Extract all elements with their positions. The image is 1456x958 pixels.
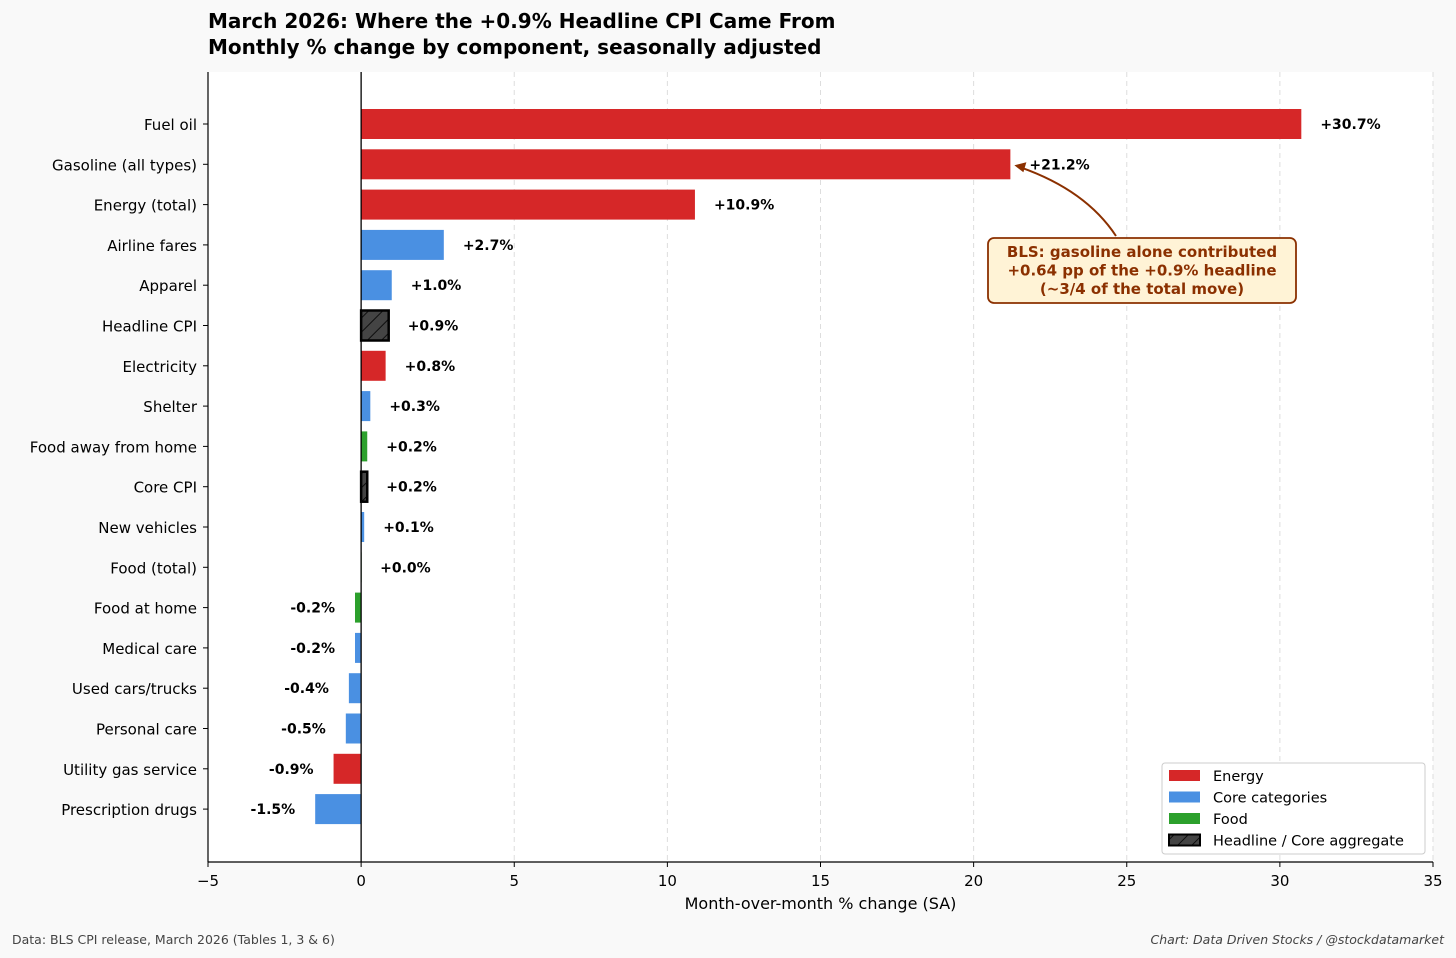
footer-source: Data: BLS CPI release, March 2026 (Table…	[12, 932, 335, 947]
category-label: Used cars/trucks	[72, 680, 197, 698]
bar	[333, 753, 362, 784]
category-label: Core CPI	[134, 479, 197, 497]
annotation-text: BLS: gasoline alone contributed	[1007, 243, 1277, 261]
annotation: BLS: gasoline alone contributed+0.64 pp …	[987, 162, 1297, 304]
category-label: Food away from home	[30, 438, 197, 456]
category-label: Headline CPI	[102, 318, 197, 336]
bar	[348, 673, 362, 704]
category-label: Food at home	[94, 600, 197, 618]
bar	[361, 391, 371, 422]
category-label: Prescription drugs	[61, 801, 197, 819]
value-label: -1.5%	[251, 802, 296, 818]
bar	[361, 149, 1011, 180]
bar	[361, 270, 392, 301]
value-label: +0.0%	[380, 560, 431, 576]
bar	[345, 713, 362, 744]
bars	[315, 109, 1302, 825]
bar	[361, 512, 365, 542]
bar	[315, 794, 362, 825]
annotation-arrowhead	[1014, 162, 1027, 173]
category-label: Apparel	[139, 277, 197, 295]
value-label: -0.5%	[281, 722, 326, 738]
value-label: -0.9%	[269, 762, 314, 778]
legend-label: Energy	[1213, 769, 1264, 785]
value-label: +21.2%	[1029, 157, 1089, 173]
legend-label: Food	[1213, 812, 1248, 828]
grid-lines	[513, 72, 1434, 862]
category-label: Personal care	[96, 721, 197, 739]
x-tick-label: 20	[964, 872, 983, 890]
bar	[355, 592, 362, 623]
x-axis-label: Month-over-month % change (SA)	[685, 894, 957, 913]
value-label: +0.2%	[386, 439, 437, 455]
bar	[361, 229, 444, 260]
legend: Energy Core categories Food Headline / Core…	[1161, 762, 1426, 855]
legend-swatch	[1169, 770, 1200, 781]
x-tick-label: 35	[1423, 872, 1442, 890]
legend-label: Core categories	[1213, 791, 1327, 807]
chart-title: March 2026: Where the +0.9% Headline CPI…	[208, 9, 836, 33]
value-label: +2.7%	[463, 238, 514, 254]
category-label: Shelter	[143, 398, 198, 416]
legend-label: Headline / Core aggregate	[1213, 834, 1404, 850]
value-label: +0.8%	[405, 359, 456, 375]
value-labels: +30.7% +21.2% +10.9% +2.7% +1.0% +0.9% +0.8% +0…	[251, 117, 1381, 818]
value-label: -0.2%	[290, 641, 335, 657]
x-tick-label: 0	[356, 872, 366, 890]
value-label: +1.0%	[411, 278, 462, 294]
category-label: Medical care	[102, 640, 197, 658]
category-label: Food (total)	[110, 559, 197, 577]
legend-swatch-hatch	[1169, 834, 1200, 846]
category-label: Utility gas service	[63, 761, 197, 779]
annotation-text: (~3/4 of the total move)	[1040, 280, 1244, 298]
category-label: Fuel oil	[144, 116, 197, 134]
footer-credit: Chart: Data Driven Stocks / @stockdatama…	[1150, 932, 1444, 947]
x-tick-label: 15	[811, 872, 830, 890]
x-tick-label: 10	[658, 872, 677, 890]
x-tick-label: 30	[1270, 872, 1289, 890]
value-label: -0.2%	[290, 601, 335, 617]
legend-swatch	[1169, 791, 1200, 803]
category-label: Airline fares	[107, 237, 197, 255]
bar	[361, 431, 368, 462]
bar	[361, 109, 1302, 139]
legend-swatch	[1169, 813, 1200, 824]
bar-hatch	[361, 310, 389, 341]
annotation-box	[987, 237, 1297, 304]
x-tick-label: −5	[197, 872, 219, 890]
value-label: +0.2%	[386, 480, 437, 496]
legend-swatch-outline	[1168, 833, 1201, 847]
value-label: +0.1%	[383, 520, 434, 536]
annotation-text: +0.64 pp of the +0.9% headline	[1007, 262, 1276, 280]
value-label: +30.7%	[1320, 117, 1380, 133]
category-label: Energy (total)	[94, 197, 197, 215]
bar-hatch	[361, 471, 368, 502]
bar	[361, 350, 386, 381]
value-label: +0.3%	[389, 399, 440, 415]
value-label: -0.4%	[284, 681, 329, 697]
x-tick-label: 5	[509, 872, 519, 890]
annotation-arrow	[1020, 166, 1117, 237]
bar	[355, 632, 362, 663]
axes: Fuel oil Gasoline (all types) Energy (tota…	[30, 72, 1443, 913]
legend-box	[1161, 762, 1426, 855]
bar	[361, 189, 695, 220]
category-label: Gasoline (all types)	[52, 156, 197, 174]
chart-title-block: March 2026: Where the +0.9% Headline CPI…	[208, 8, 835, 60]
category-label: New vehicles	[98, 519, 197, 537]
x-tick-label: 25	[1117, 872, 1136, 890]
chart-subtitle: Monthly % change by component, seasonall…	[208, 35, 822, 59]
value-label: +10.9%	[714, 198, 774, 214]
category-label: Electricity	[122, 358, 197, 376]
value-label: +0.9%	[408, 319, 459, 335]
